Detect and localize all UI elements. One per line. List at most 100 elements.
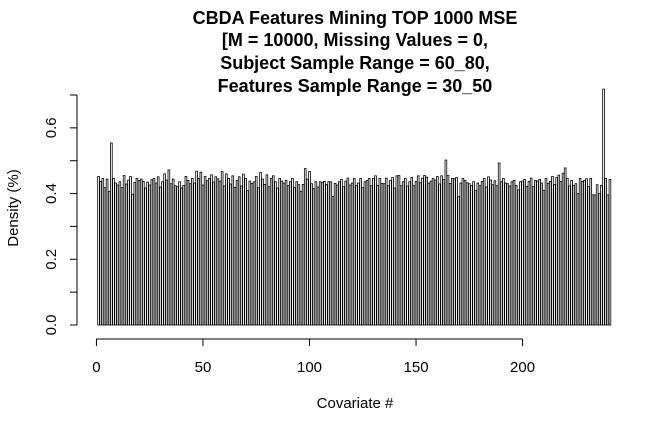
bar-193 bbox=[506, 183, 509, 326]
bar-160 bbox=[436, 176, 439, 326]
bar-121 bbox=[352, 178, 356, 326]
bar-100 bbox=[308, 171, 311, 326]
bar-169 bbox=[455, 177, 458, 326]
bar-197 bbox=[514, 184, 518, 326]
bar-218 bbox=[559, 181, 563, 326]
bar-107 bbox=[323, 181, 326, 326]
bar-210 bbox=[542, 189, 546, 326]
bar-21 bbox=[139, 178, 143, 326]
bar-81 bbox=[267, 186, 271, 326]
bar-52 bbox=[205, 180, 209, 326]
bar-68 bbox=[240, 185, 243, 326]
bar-141 bbox=[395, 175, 399, 326]
bar-62 bbox=[227, 178, 230, 326]
bar-101 bbox=[310, 183, 313, 326]
bar-82 bbox=[269, 178, 273, 326]
bar-142 bbox=[397, 175, 401, 326]
bar-75 bbox=[254, 176, 258, 326]
bar-221 bbox=[566, 178, 569, 326]
bar-58 bbox=[218, 180, 222, 326]
bar-126 bbox=[363, 181, 367, 326]
bar-76 bbox=[257, 187, 260, 326]
bar-45 bbox=[191, 178, 194, 326]
x-tick-label-50: 50 bbox=[195, 359, 212, 376]
bar-67 bbox=[237, 176, 241, 326]
bar-131 bbox=[374, 175, 377, 326]
bar-153 bbox=[421, 177, 424, 326]
bar-177 bbox=[472, 181, 475, 326]
bar-25 bbox=[148, 184, 151, 326]
bar-24 bbox=[146, 181, 149, 326]
bar-5 bbox=[105, 178, 109, 326]
bar-34 bbox=[167, 169, 171, 326]
bar-233 bbox=[591, 194, 595, 326]
bar-48 bbox=[197, 178, 200, 326]
bar-155 bbox=[425, 176, 428, 326]
title-line-2: [M = 10000, Missing Values = 0, bbox=[222, 30, 488, 50]
bar-129 bbox=[370, 185, 373, 326]
bar-43 bbox=[186, 180, 190, 326]
y-tick-label-4: 0.4 bbox=[43, 183, 60, 204]
bar-204 bbox=[529, 177, 533, 326]
bar-130 bbox=[372, 178, 375, 326]
bar-17 bbox=[131, 193, 134, 326]
bar-139 bbox=[391, 177, 394, 326]
bar-174 bbox=[465, 182, 469, 326]
bar-167 bbox=[450, 178, 454, 326]
bar-176 bbox=[470, 185, 473, 326]
bar-133 bbox=[378, 178, 382, 326]
bar-26 bbox=[150, 179, 154, 326]
bar-56 bbox=[214, 176, 218, 326]
bar-223 bbox=[570, 180, 573, 326]
bar-203 bbox=[527, 181, 531, 326]
bar-23 bbox=[144, 187, 147, 326]
bar-128 bbox=[367, 178, 371, 326]
bar-50 bbox=[201, 184, 205, 326]
bar-98 bbox=[303, 168, 307, 326]
bar-234 bbox=[593, 194, 597, 326]
bar-19 bbox=[135, 178, 139, 326]
bar-51 bbox=[203, 176, 207, 326]
bar-113 bbox=[335, 184, 339, 326]
bar-209 bbox=[540, 182, 544, 326]
bar-91 bbox=[289, 181, 292, 326]
bar-188 bbox=[495, 185, 499, 326]
bar-208 bbox=[538, 179, 541, 326]
bar-86 bbox=[278, 178, 281, 326]
bar-199 bbox=[519, 181, 522, 326]
bar-124 bbox=[359, 178, 362, 326]
bar-1 bbox=[97, 176, 100, 326]
bar-163 bbox=[442, 179, 446, 326]
bar-10 bbox=[116, 184, 120, 326]
bar-156 bbox=[427, 182, 431, 326]
bar-49 bbox=[199, 171, 203, 326]
bar-112 bbox=[333, 182, 337, 326]
bar-192 bbox=[504, 182, 507, 326]
bar-187 bbox=[493, 180, 497, 326]
bar-164 bbox=[444, 159, 448, 326]
bar-16 bbox=[129, 176, 132, 326]
bar-184 bbox=[487, 176, 490, 326]
bar-213 bbox=[549, 181, 552, 326]
bar-219 bbox=[561, 172, 565, 326]
chart-title: CBDA Features Mining TOP 1000 MSE [M = 1… bbox=[193, 8, 518, 96]
bar-178 bbox=[474, 189, 477, 326]
bar-207 bbox=[536, 180, 539, 326]
bar-237 bbox=[600, 184, 603, 326]
bar-149 bbox=[412, 185, 416, 326]
bar-6 bbox=[107, 190, 111, 326]
bar-226 bbox=[576, 193, 580, 326]
x-axis: 0 50 100 150 200 bbox=[92, 338, 535, 376]
bar-74 bbox=[252, 181, 256, 326]
bar-194 bbox=[508, 185, 512, 326]
bar-239 bbox=[604, 178, 607, 326]
x-axis-label: Covariate # bbox=[317, 395, 394, 412]
bar-145 bbox=[404, 178, 407, 326]
bar-196 bbox=[512, 180, 516, 326]
bar-238 bbox=[602, 88, 605, 326]
bar-185 bbox=[489, 179, 492, 326]
bar-120 bbox=[350, 182, 354, 326]
bar-80 bbox=[265, 174, 269, 326]
bar-63 bbox=[229, 183, 232, 326]
bar-186 bbox=[491, 184, 495, 326]
